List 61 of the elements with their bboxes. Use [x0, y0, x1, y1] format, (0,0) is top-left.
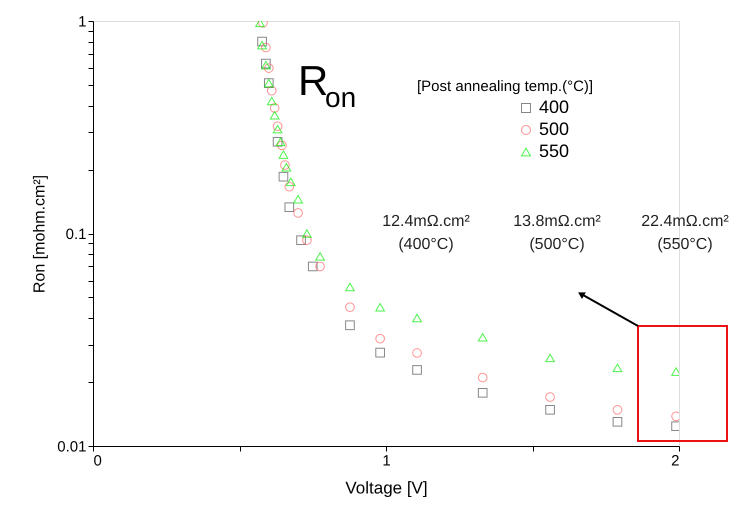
annotation: 13.8mΩ.cm² (500°C): [513, 213, 602, 253]
point: [261, 42, 271, 52]
point: [345, 320, 355, 330]
point: [277, 140, 287, 150]
point: [612, 405, 622, 415]
y-tick-label: 0.01: [57, 438, 86, 456]
point: [412, 314, 422, 322]
point: [302, 229, 312, 238]
point: [272, 124, 282, 134]
point: [478, 388, 488, 398]
annotation: 22.4mΩ.cm² (550°C): [641, 213, 730, 253]
point: [278, 150, 288, 159]
point: [293, 208, 303, 218]
legend-label: 400: [539, 97, 570, 117]
point: [276, 138, 286, 146]
point: [612, 416, 622, 427]
point: [302, 235, 312, 246]
point: [280, 160, 290, 170]
point: [284, 202, 294, 212]
point: [412, 348, 422, 358]
point: [272, 121, 282, 131]
point: [375, 334, 385, 344]
point: [286, 178, 296, 186]
point: [296, 235, 306, 246]
x-tick-label: 1: [382, 452, 391, 470]
point: [293, 194, 303, 204]
point: [266, 96, 277, 106]
x-tick-label: 2: [671, 452, 680, 470]
y-tick-label: 0.1: [66, 226, 86, 243]
point: [266, 86, 277, 96]
point: [478, 372, 488, 382]
point: [375, 348, 385, 358]
y-axis-title: Ron [mohm.cm²]: [31, 174, 48, 294]
point: [257, 40, 267, 50]
point: [282, 163, 292, 172]
point: [412, 365, 422, 375]
point: [478, 332, 488, 342]
x-tick-label: 0: [94, 452, 102, 470]
point: [278, 172, 288, 182]
point: [545, 392, 555, 402]
point: [270, 103, 280, 113]
point: [270, 111, 280, 120]
point: [264, 63, 274, 73]
legend-title: [Post annealing temp.(°C)]: [417, 78, 594, 95]
point: [308, 262, 318, 272]
point: [315, 252, 325, 261]
point: [375, 302, 385, 312]
point: [545, 354, 555, 362]
point: [545, 404, 555, 415]
annotation: 12.4mΩ.cm² (400°C): [382, 213, 470, 253]
point: [315, 262, 325, 272]
point: [612, 364, 622, 372]
point: [257, 36, 267, 46]
legend-label: 500: [539, 119, 570, 139]
y-tick-label: 1: [78, 14, 86, 30]
x-axis-title: Voltage [V]: [345, 478, 428, 498]
point: [345, 302, 355, 312]
point: [272, 137, 282, 147]
point: [345, 282, 355, 292]
point: [284, 182, 294, 192]
legend-label: 550: [539, 141, 570, 161]
